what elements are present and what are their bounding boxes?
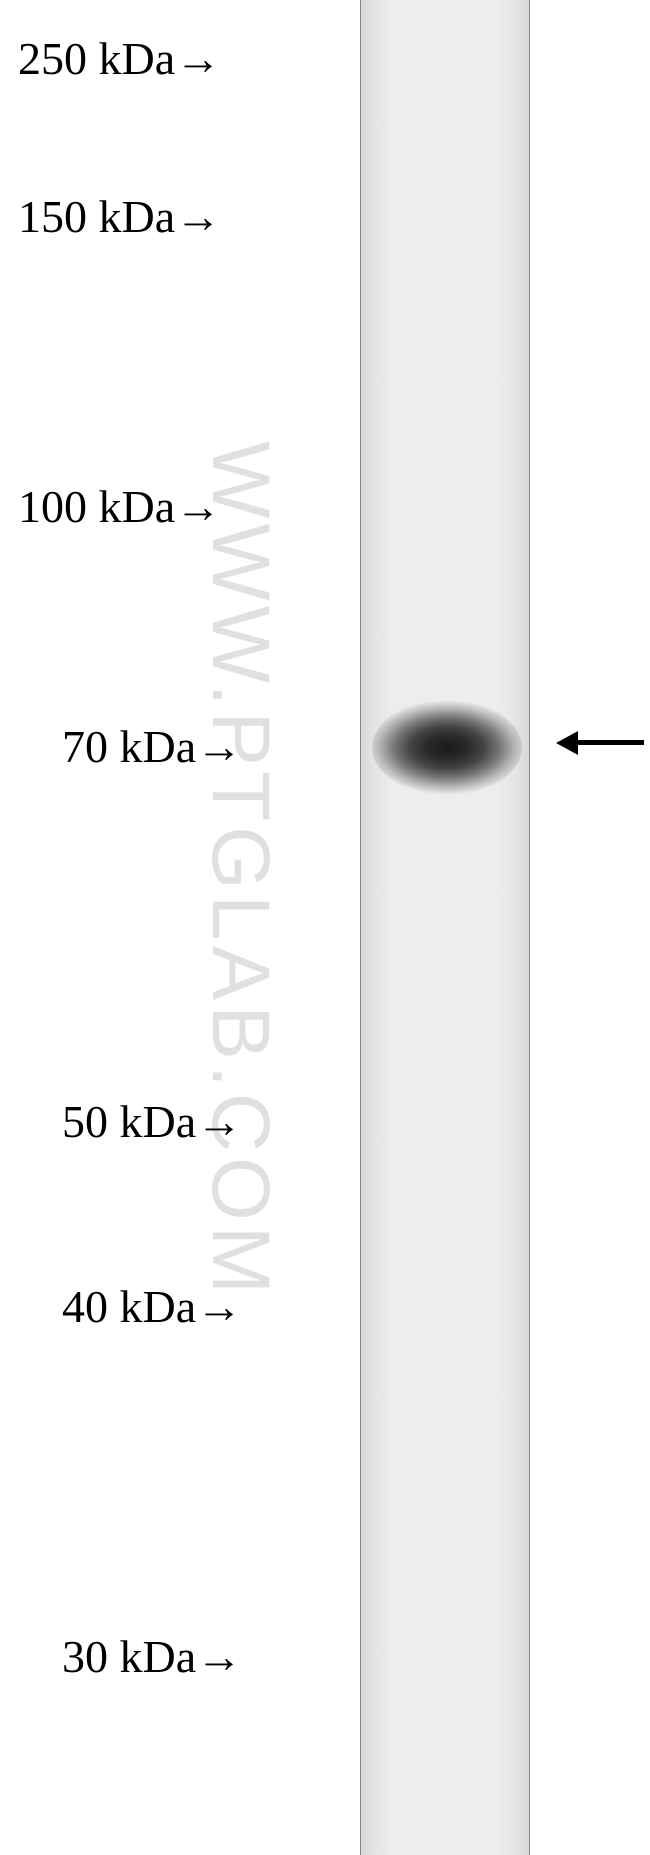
blot-lane	[360, 0, 530, 1855]
marker-40kda: 40 kDa→	[62, 1280, 242, 1333]
blot-container: WWW.PTGLAB.COM 250 kDa→ 150 kDa→ 100 kDa…	[0, 0, 650, 1855]
marker-30kda: 30 kDa→	[62, 1630, 242, 1683]
marker-150kda: 150 kDa→	[18, 190, 221, 243]
marker-100kda: 100 kDa→	[18, 480, 221, 533]
result-arrow-head	[556, 731, 578, 755]
protein-band	[372, 700, 522, 795]
result-arrow-shaft	[570, 740, 644, 745]
watermark-text: WWW.PTGLAB.COM	[193, 441, 287, 1299]
marker-50kda: 50 kDa→	[62, 1095, 242, 1148]
marker-70kda: 70 kDa→	[62, 720, 242, 773]
marker-250kda: 250 kDa→	[18, 32, 221, 85]
